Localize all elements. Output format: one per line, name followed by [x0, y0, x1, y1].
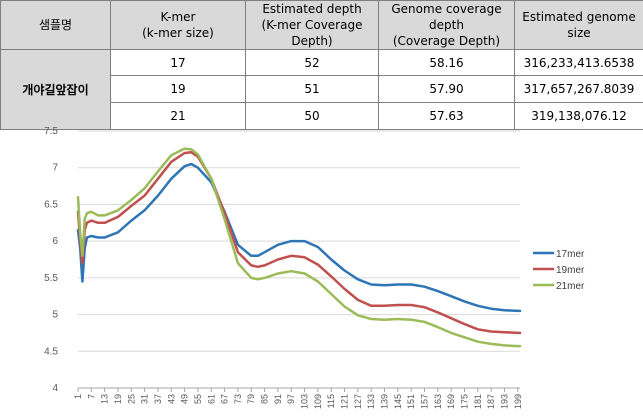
legend-label: 21mer	[556, 281, 585, 292]
sample-name-cell: 개야길앞잡이	[0, 49, 111, 130]
header-genome-size: Estimated genome size	[514, 0, 643, 50]
x-tick-label: 139	[380, 394, 390, 409]
x-tick-label: 91	[273, 394, 283, 404]
header-estimated-depth: Estimated depth (K-mer Coverage Depth)	[245, 0, 379, 50]
table-cell: 57.90	[378, 75, 515, 103]
table-row: 개야길앞잡이 17 52 58.16 316,233,413.6538	[0, 49, 643, 130]
x-tick-label: 67	[220, 394, 230, 404]
table-cell: 58.16	[378, 49, 515, 76]
x-tick-label: 49	[180, 394, 190, 404]
header-sample-name: 샘플명	[0, 0, 111, 50]
x-tick-label: 37	[153, 394, 163, 404]
table-header-row: 샘플명 K-mer (k-mer size) Estimated depth (…	[0, 0, 643, 50]
x-tick-label: 133	[366, 394, 376, 409]
y-tick-label: 4.5	[44, 346, 58, 357]
x-tick-label: 187	[486, 394, 496, 409]
x-tick-label: 55	[193, 394, 203, 404]
x-tick-label: 1	[73, 394, 83, 399]
x-tick-label: 43	[166, 394, 176, 404]
table-row: 19 51 57.90 317,657,267.8039	[1, 75, 643, 103]
x-tick-label: 73	[233, 394, 243, 404]
genome-stats-table: 샘플명 K-mer (k-mer size) Estimated depth (…	[0, 0, 643, 130]
y-tick-label: 6	[52, 236, 58, 247]
table-cell: 52	[245, 49, 379, 76]
header-kmer-size: K-mer (k-mer size)	[110, 0, 246, 50]
y-tick-label: 5	[52, 310, 58, 321]
series-line-21mer	[76, 147, 522, 348]
x-tick-label: 103	[300, 394, 310, 409]
y-tick-label: 5.5	[44, 273, 58, 284]
x-tick-label: 61	[206, 394, 216, 404]
x-tick-label: 157	[419, 394, 429, 409]
x-tick-label: 25	[126, 394, 136, 404]
x-tick-label: 7	[86, 394, 96, 399]
series-line-17mer	[76, 162, 522, 313]
table-cell: 319,138,076.12	[514, 102, 643, 130]
x-tick-label: 199	[513, 394, 523, 409]
x-tick-label: 193	[499, 394, 509, 409]
y-tick-label: 6.5	[44, 199, 58, 210]
y-tick-label: 7.5	[44, 126, 58, 137]
x-tick-label: 97	[286, 394, 296, 404]
x-tick-label: 145	[393, 394, 403, 409]
table-cell: 57.63	[378, 102, 515, 130]
x-tick-label: 181	[473, 394, 483, 409]
x-tick-label: 85	[260, 394, 270, 404]
y-tick-label: 7	[52, 163, 58, 174]
table-cell: 316,233,413.6538	[514, 49, 643, 76]
header-coverage-depth: Genome coverage depth (Coverage Depth)	[378, 0, 515, 50]
x-tick-label: 175	[459, 394, 469, 409]
x-tick-label: 79	[246, 394, 256, 404]
table-row: 21 50 57.63 319,138,076.12	[1, 102, 643, 130]
series-line-19mer	[76, 151, 522, 335]
x-tick-label: 31	[140, 394, 150, 404]
legend-label: 17mer	[556, 249, 585, 260]
table-cell: 317,657,267.8039	[514, 75, 643, 103]
x-tick-label: 19	[113, 394, 123, 404]
table-cell: 51	[245, 75, 379, 103]
x-tick-label: 169	[446, 394, 456, 409]
x-tick-label: 13	[100, 394, 110, 404]
x-tick-label: 163	[433, 394, 443, 409]
y-tick-label: 4	[52, 383, 58, 394]
x-tick-label: 127	[353, 394, 363, 409]
kmer-depth-line-chart: 7.576.565.554.541 7 13 19 25 31 37 43 49 55 61 67 73…	[44, 126, 585, 409]
legend-label: 19mer	[556, 265, 585, 276]
table-cell: 19	[110, 75, 246, 103]
table-cell: 17	[110, 49, 246, 76]
x-tick-label: 115	[326, 394, 336, 408]
x-tick-label: 121	[340, 394, 350, 409]
x-tick-label: 151	[406, 394, 416, 409]
x-tick-label: 109	[313, 394, 323, 409]
